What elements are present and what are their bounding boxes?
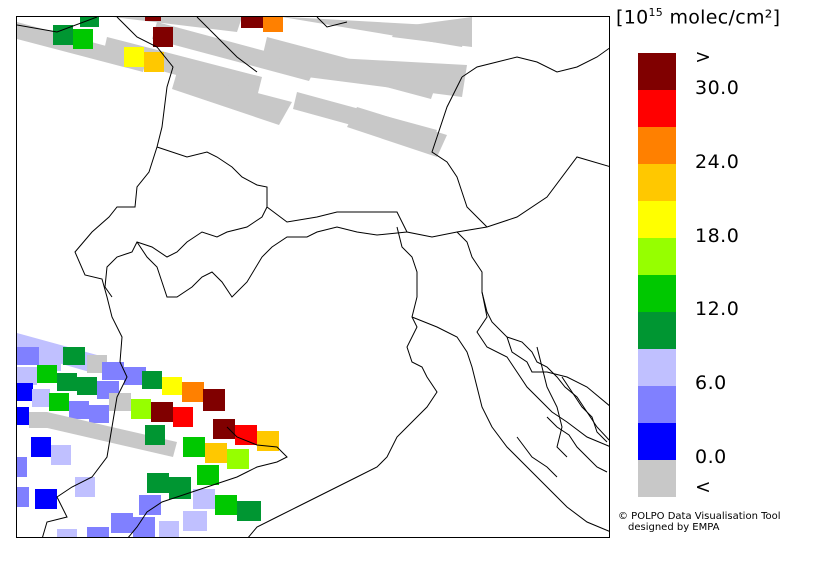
legend-swatch xyxy=(638,127,676,164)
unit-label-prefix: [10 xyxy=(616,6,649,29)
border-lines xyxy=(17,17,609,537)
unit-label: [1015 molec/cm²] xyxy=(616,6,780,28)
legend-tick-label: 12.0 xyxy=(695,298,740,320)
legend-swatch xyxy=(638,164,676,201)
legend-swatch xyxy=(638,460,676,497)
legend-swatch xyxy=(638,386,676,423)
legend-swatch xyxy=(638,53,676,90)
map-area[interactable] xyxy=(16,16,610,538)
legend-swatch xyxy=(638,423,676,460)
legend-swatch xyxy=(638,312,676,349)
swath-upper xyxy=(17,17,472,157)
legend-tick-label: > xyxy=(695,46,712,68)
legend-tick-label: 30.0 xyxy=(695,77,740,99)
legend-swatch xyxy=(638,349,676,386)
unit-label-exponent: 15 xyxy=(648,6,664,19)
credit-line-2: designed by EMPA xyxy=(628,522,720,533)
legend-swatch xyxy=(638,90,676,127)
legend-swatch xyxy=(638,275,676,312)
legend-tick-label: 24.0 xyxy=(695,151,740,173)
legend-tick-label: 18.0 xyxy=(695,225,740,247)
map-canvas xyxy=(17,17,609,537)
legend-swatch xyxy=(638,238,676,275)
swath-lower xyxy=(17,333,279,537)
unit-label-suffix: molec/cm²] xyxy=(663,6,781,29)
color-legend xyxy=(638,53,676,497)
legend-tick-label: 6.0 xyxy=(695,372,727,394)
legend-tick-label: 0.0 xyxy=(695,446,727,468)
credit-line-1: © POLPO Data Visualisation Tool xyxy=(618,511,781,522)
legend-swatch xyxy=(638,201,676,238)
credit-text: © POLPO Data Visualisation Tool designed… xyxy=(618,511,781,533)
legend-tick-label: < xyxy=(695,476,712,498)
